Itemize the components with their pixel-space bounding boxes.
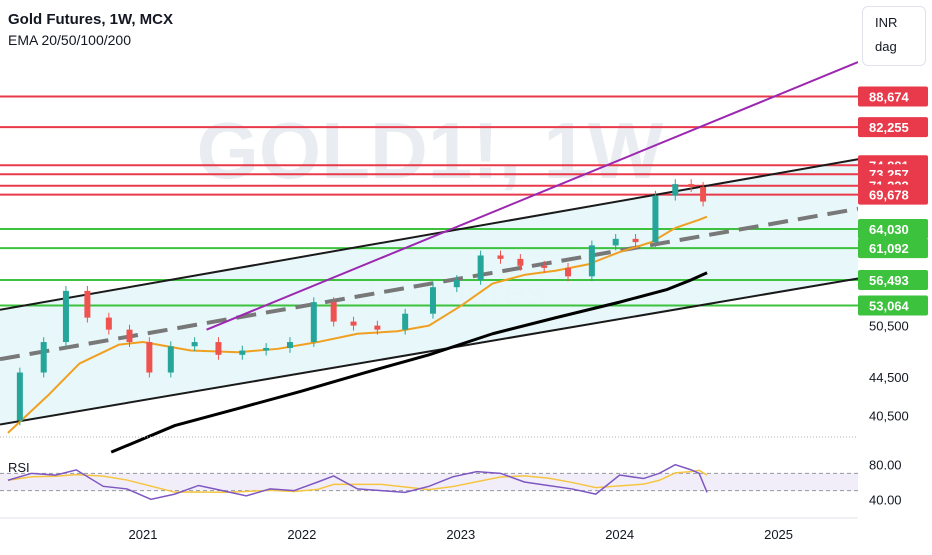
candle-body: [688, 184, 695, 187]
candle-body: [263, 347, 270, 351]
resistance-price-tag-bg: [858, 184, 928, 205]
support-price-tag: 56,493: [869, 273, 909, 288]
candle-body: [286, 342, 293, 348]
purple-trend-line: [206, 61, 859, 331]
candle-body: [167, 346, 174, 373]
candle-body: [541, 265, 548, 268]
x-tick-label: 2021: [129, 527, 158, 542]
support-price-tag-bg: [858, 295, 928, 316]
candle-body: [612, 238, 619, 246]
channel-lower-line: [0, 277, 859, 426]
candle-body: [588, 245, 595, 277]
candle-body: [672, 184, 679, 196]
candle-body: [215, 342, 222, 355]
candle-body: [310, 302, 317, 343]
candle-body: [330, 302, 337, 322]
x-tick-label: 2024: [605, 527, 634, 542]
rsi-tick-label: 40.00: [869, 492, 902, 507]
support-price-tag: 53,064: [869, 298, 910, 313]
candle-body: [477, 255, 484, 280]
candle-body: [239, 350, 246, 355]
resistance-price-tag: 82,255: [869, 120, 909, 135]
candle-body: [84, 290, 91, 318]
candle-body: [191, 342, 198, 347]
candle-body: [497, 255, 504, 259]
scale-options: INR dag: [862, 6, 926, 66]
x-tick-label: 2025: [764, 527, 793, 542]
ema-black-line: [110, 271, 708, 454]
symbol-title[interactable]: Gold Futures, 1W, MCX: [8, 11, 174, 28]
resistance-price-tag: 88,674: [869, 90, 910, 105]
candle-body: [700, 186, 707, 202]
y-tick-label: 50,500: [869, 319, 909, 334]
rsi-tick-label: 80.00: [869, 458, 902, 473]
candle-body: [652, 195, 659, 243]
candle-body: [374, 325, 381, 330]
x-tick-label: 2023: [446, 527, 475, 542]
candle-body: [632, 238, 639, 243]
candle-body: [402, 313, 409, 330]
ema-orange-line: [7, 215, 708, 434]
rsi-band-fill: [0, 473, 858, 491]
support-price-tag-bg: [858, 219, 928, 240]
y-tick-label: 40,500: [869, 408, 909, 423]
indicator-legend[interactable]: EMA 20/50/100/200: [8, 32, 131, 48]
candle-body: [453, 279, 460, 288]
resistance-price-tag: 69,678: [869, 188, 909, 203]
rsi-line: [7, 463, 708, 501]
rsi-label: RSI: [8, 460, 30, 475]
x-tick-label: 2022: [287, 527, 316, 542]
candle-body: [146, 342, 153, 373]
support-price-tag: 61,092: [869, 241, 909, 256]
candle-body: [429, 287, 436, 314]
rsi-ma-line: [7, 469, 708, 494]
resistance-price-tag-bg: [858, 117, 928, 138]
candle-body: [126, 329, 133, 343]
channel-mid-dashed-line: [0, 206, 859, 362]
resistance-price-tag-bg: [858, 86, 928, 107]
currency-button[interactable]: INR: [875, 15, 898, 30]
candle-body: [517, 258, 524, 266]
channel-upper-line: [0, 158, 859, 311]
candle-body: [350, 321, 357, 326]
watermark-symbol: GOLD1!, 1W: [197, 106, 664, 195]
candle-body: [105, 317, 112, 330]
candle-body: [62, 290, 69, 343]
candle-body: [40, 342, 47, 373]
candle-body: [565, 267, 572, 277]
channel-fill: [0, 159, 858, 425]
support-price-tag: 64,030: [869, 222, 909, 237]
y-tick-label: 44,500: [869, 370, 909, 385]
unit-button[interactable]: dag: [875, 39, 897, 54]
chart-header: Gold Futures, 1W, MCX EMA 20/50/100/200: [8, 10, 173, 50]
candle-body: [16, 372, 23, 421]
support-price-tag-bg: [858, 269, 928, 290]
support-price-tag-bg: [858, 238, 928, 259]
